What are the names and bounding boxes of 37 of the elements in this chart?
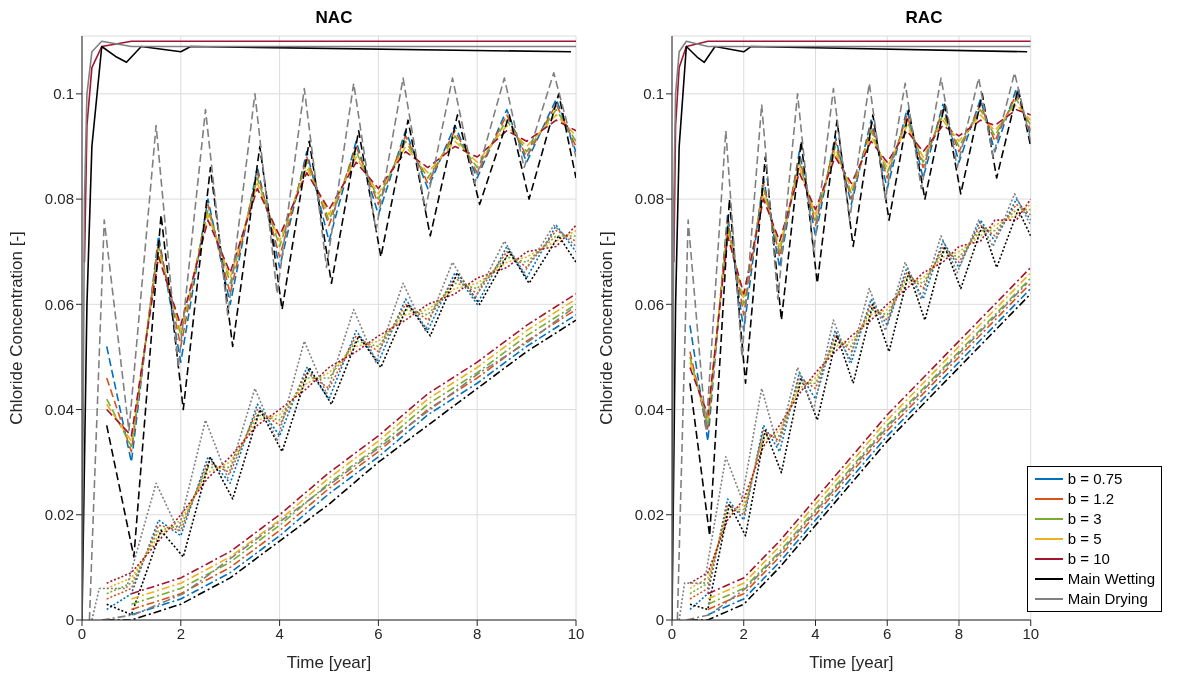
y-tick-label: 0.1 [643,85,664,103]
y-axis-title: Chloride Concentration [-] [7,231,27,425]
x-tick-label: 6 [374,624,383,642]
y-axis-title: Chloride Concentration [-] [597,231,617,425]
y-tick-label: 0.06 [634,295,664,313]
x-tick-label: 4 [275,624,284,642]
y-tick-label: 0.08 [44,190,74,208]
x-tick-label: 8 [954,624,964,642]
x-tick-label: 10 [567,624,585,642]
x-tick-label: 2 [176,624,185,642]
x-tick-label: 10 [1022,624,1040,642]
x-tick-label: 2 [739,624,748,642]
y-tick-label: 0.04 [44,400,74,418]
x-tick-label: 0 [667,624,677,642]
legend-label: b = 1.2 [1067,489,1115,509]
chart-title: NAC [314,8,354,29]
y-tick-label: 0.06 [44,295,74,313]
y-tick-label: 0 [655,611,664,629]
legend-label: b = 5 [1067,529,1102,549]
y-tick-label: 0.04 [634,400,664,418]
y-tick-label: 0.02 [634,506,664,524]
y-tick-label: 0.1 [53,85,74,103]
x-tick-label: 8 [473,624,482,642]
x-tick-label: 4 [811,624,820,642]
x-tick-label: 6 [883,624,892,642]
legend-label: b = 10 [1067,549,1110,569]
x-axis-title: Time [year] [809,653,894,672]
legend-label: b = 0.75 [1067,469,1123,489]
x-tick-label: 0 [77,624,87,642]
legend-label: Main Drying [1067,589,1148,609]
y-tick-label: 0.02 [44,506,74,524]
y-tick-label: 0 [65,611,74,629]
chart-title: RAC [904,8,944,29]
legend-label: Main Wetting [1067,569,1155,589]
y-tick-label: 0.08 [634,190,664,208]
legend-label: b = 3 [1067,509,1102,529]
x-axis-title: Time [year] [286,653,372,672]
